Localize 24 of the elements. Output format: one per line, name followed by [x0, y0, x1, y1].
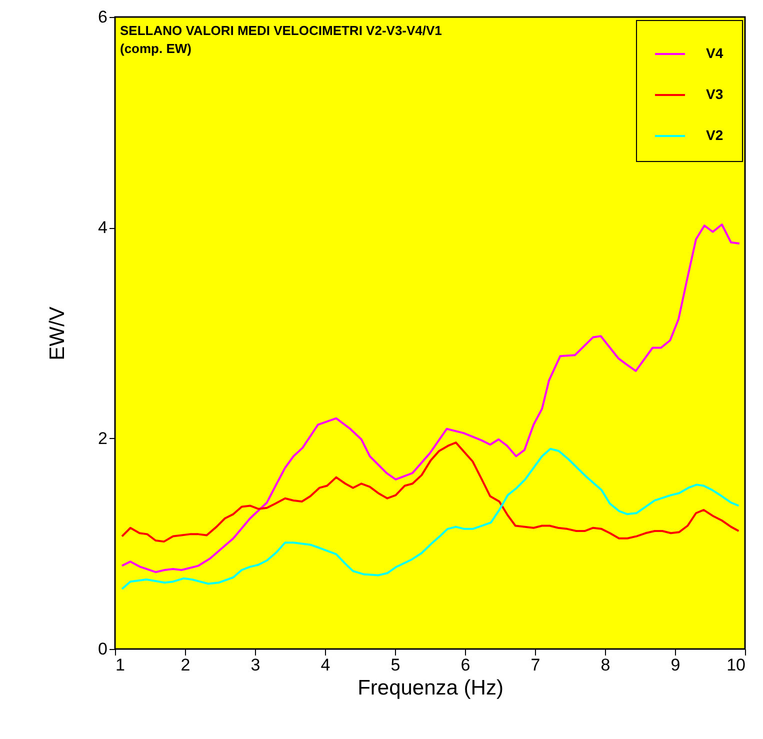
x-tick-label: 7: [530, 656, 540, 674]
line-series: [121, 224, 740, 574]
y-tick-label: 4: [98, 218, 108, 238]
x-tick-label: 10: [726, 656, 746, 674]
x-tick-label: 6: [460, 656, 470, 674]
line-series: [121, 448, 740, 590]
y-tick-label: 0: [98, 640, 108, 658]
x-tick-label: 2: [180, 656, 190, 674]
x-tick-label: 1: [116, 656, 125, 674]
x-tick-label: 9: [670, 656, 680, 674]
x-tick-label: 5: [390, 656, 400, 674]
legend-label: V4: [706, 45, 724, 61]
legend-label: V2: [706, 127, 724, 143]
text: (comp. EW): [120, 41, 192, 56]
legend-label: V3: [706, 86, 724, 102]
line-series: [121, 442, 740, 543]
x-tick-label: 4: [320, 656, 330, 674]
x-tick-label: 3: [250, 656, 260, 674]
x-tick-label: 8: [600, 656, 610, 674]
y-axis-title: EW/V: [46, 306, 70, 360]
x-axis-title: Frequenza (Hz): [358, 676, 504, 700]
y-tick-label: 2: [98, 428, 108, 448]
y-tick-label: 6: [98, 8, 108, 26]
chart-title: SELLANO VALORI MEDI VELOCIMETRI V2-V3-V4/V1: [120, 23, 442, 38]
